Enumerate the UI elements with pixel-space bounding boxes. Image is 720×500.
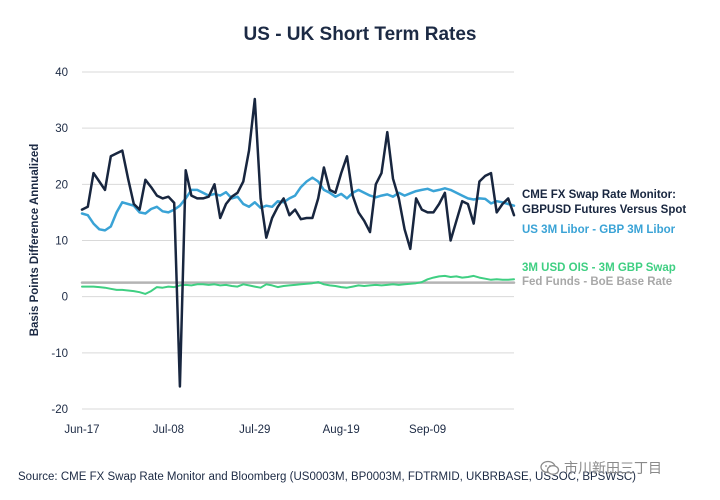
y-tick-label: 10: [55, 236, 68, 248]
y-tick-label: -10: [51, 348, 68, 360]
series-group: [80, 97, 516, 388]
x-tick-labels: Jun-17 Jul-08 Jul-29 Aug-19 Sep-09: [64, 424, 446, 436]
wechat-icon: [540, 460, 560, 475]
legend-entry: US 3M Libor - GBP 3M Libor: [522, 224, 676, 236]
series-line: [81, 274, 515, 295]
legend: CME FX Swap Rate Monitor: GBPUSD Futures …: [522, 189, 686, 288]
watermark: 市川新田三丁目: [540, 458, 662, 478]
legend-entry-line: US 3M Libor - GBP 3M Libor: [522, 224, 676, 236]
gridlines: [82, 71, 514, 410]
legend-entry: 3M USD OIS - 3M GBP Swap: [522, 262, 676, 274]
x-tick-label: Jul-29: [239, 424, 270, 436]
legend-entry-line: CME FX Swap Rate Monitor:: [522, 189, 676, 201]
x-tick-label: Jul-08: [153, 424, 184, 436]
legend-entry-line: Fed Funds - BoE Base Rate: [522, 276, 672, 288]
x-tick-label: Jun-17: [64, 424, 99, 436]
y-axis-label: Basis Points Difference Annualized: [29, 144, 41, 337]
watermark-text: 市川新田三丁目: [564, 460, 662, 476]
legend-entry-line: 3M USD OIS - 3M GBP Swap: [522, 262, 676, 274]
y-tick-label: 40: [55, 67, 68, 79]
series-line: [80, 97, 516, 388]
y-tick-label: 0: [62, 292, 68, 304]
y-tick-label: -20: [51, 404, 68, 416]
source-note: Source: CME FX Swap Rate Monitor and Blo…: [18, 471, 637, 483]
legend-entry-line: GBPUSD Futures Versus Spot: [522, 204, 686, 216]
y-tick-label: 20: [55, 179, 68, 191]
y-tick-labels: 40 30 20 10 0 -10 -20: [51, 67, 68, 416]
series-line: [80, 176, 516, 232]
y-tick-label: 30: [55, 123, 68, 135]
legend-entry: Fed Funds - BoE Base Rate: [522, 276, 672, 288]
legend-entry: CME FX Swap Rate Monitor: GBPUSD Futures …: [522, 189, 686, 216]
x-tick-label: Sep-09: [409, 424, 446, 436]
x-tick-label: Aug-19: [323, 424, 360, 436]
chart-title: US - UK Short Term Rates: [244, 24, 477, 45]
